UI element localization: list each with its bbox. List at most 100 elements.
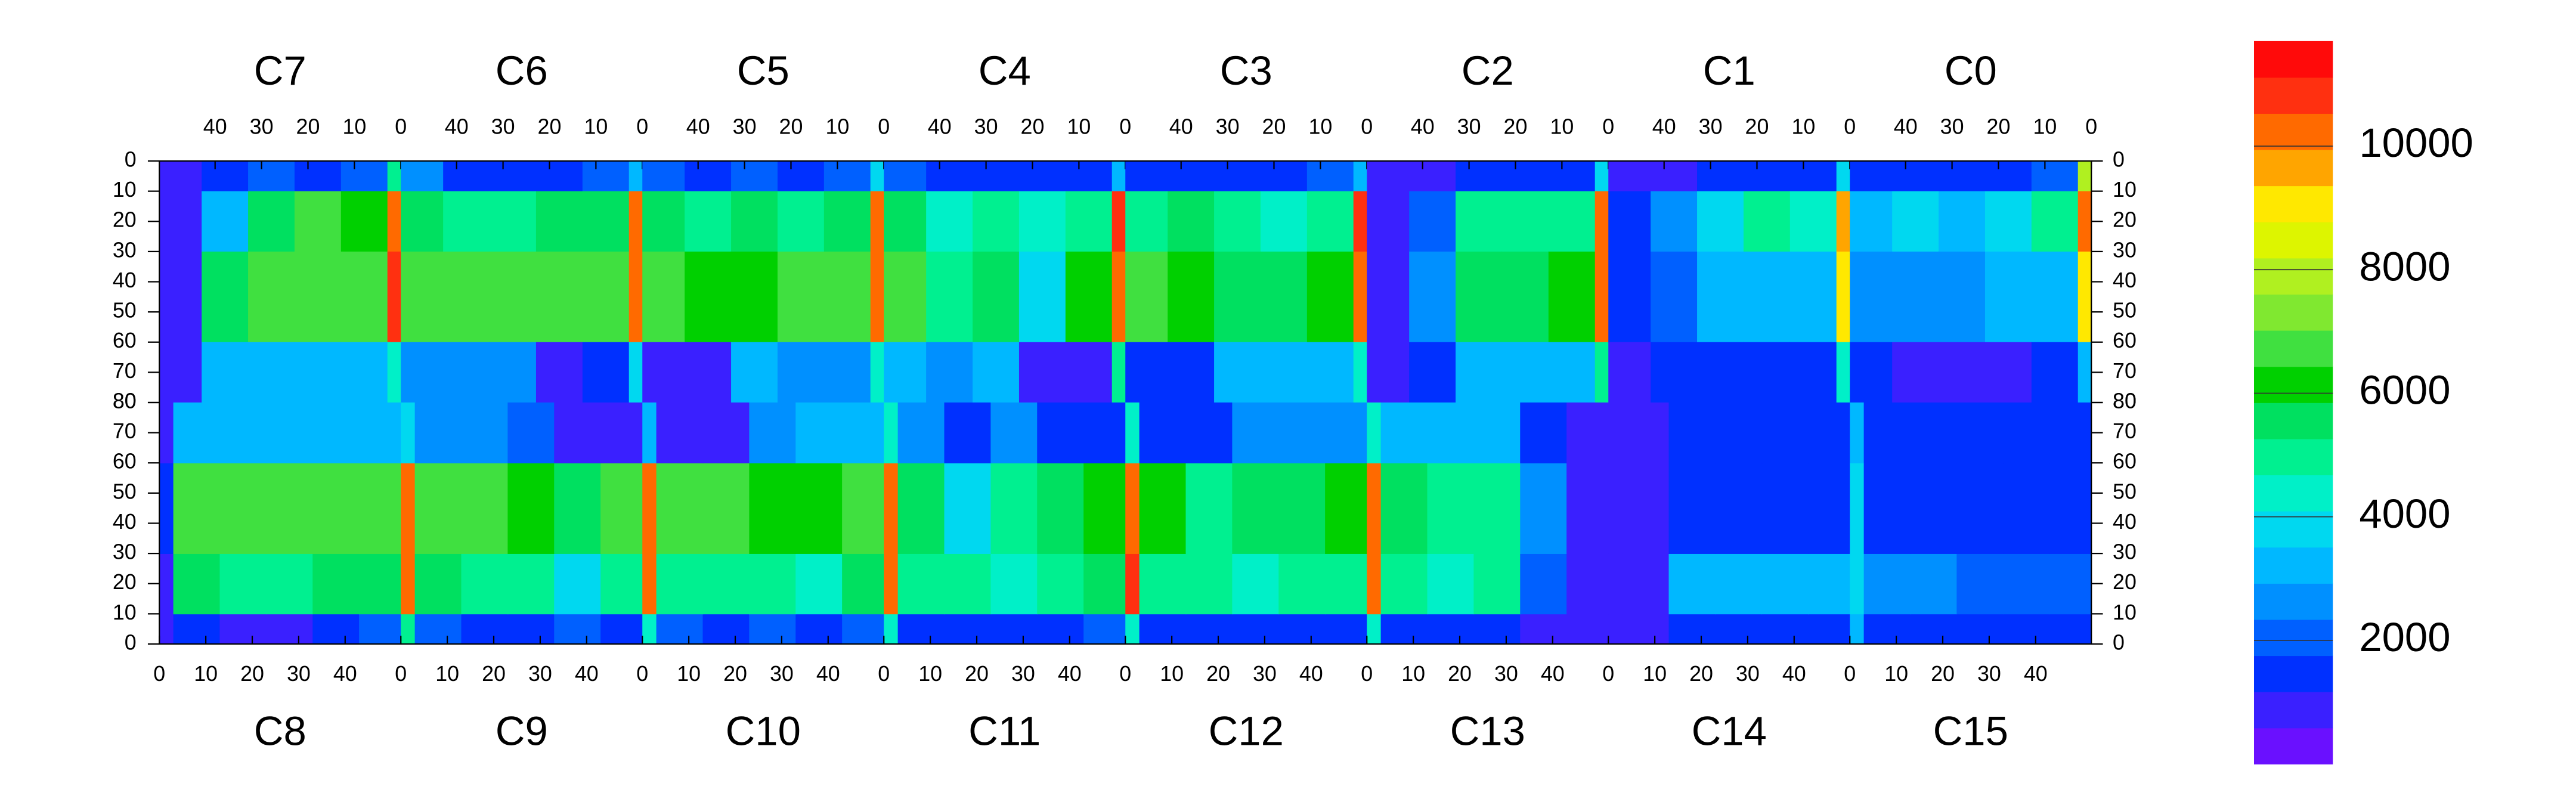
colorbar-band [2254,185,2333,222]
heatmap-cell [2030,191,2078,252]
x-tick-label: 0 [636,114,648,138]
heatmap-cell [266,463,314,554]
heatmap-cell [944,402,992,464]
heatmap-cell [2003,553,2050,615]
heatmap-cell [684,251,732,343]
x-tick-label: 20 [1262,114,1286,138]
x-tick-label: 20 [1021,114,1045,138]
heatmap-cell [1743,251,1790,343]
heatmap-cell [159,614,174,645]
heatmap-cell [1064,191,1112,252]
heatmap-cell [2049,463,2092,554]
x-tick-label: 10 [918,662,942,686]
heatmap-cell [1408,161,1456,192]
heatmap-cell [312,553,360,615]
heatmap-cell [1213,191,1261,252]
heatmap-cell [1715,553,1763,615]
heatmap-cell [1566,463,1609,554]
colorbar-band [2254,221,2333,259]
heatmap-cell [1622,402,1670,464]
heatmap-cell [1037,614,1084,645]
heatmap-cell [897,553,945,615]
heatmap-cell [266,402,314,464]
x-tick-label: 40 [1058,662,1082,686]
heatmap-cell [1018,342,1066,403]
heatmap-cell [1850,342,1893,403]
heatmap-cell [2030,161,2078,192]
heatmap-cell [201,251,249,343]
heatmap-cell [2030,251,2078,343]
heatmap-cell [535,191,583,252]
heatmap-cell [1455,342,1502,403]
x-tick-label: 10 [584,114,608,138]
heatmap-cell [972,191,1019,252]
heatmap-cell [1037,553,1084,615]
heatmap-cell [1520,614,1567,645]
heatmap-cell [1984,191,2032,252]
heatmap-cell [1956,614,2004,645]
heatmap-cell [386,191,402,252]
heatmap-cell [1427,553,1475,615]
x-tick-label: 10 [1643,662,1667,686]
heatmap-cell [401,553,416,615]
heatmap-cell [442,342,490,403]
x-tick-label: 10 [435,662,459,686]
colorbar-band [2254,547,2333,584]
heatmap-cell [1367,191,1410,252]
colorbar-band [2254,655,2333,692]
heatmap-cell [247,191,295,252]
heatmap-cell [1367,553,1382,615]
heatmap-cell [1367,614,1382,645]
heatmap-cell [201,161,249,192]
colorbar-band [2254,475,2333,512]
heatmap-cell [1018,251,1066,343]
x-tick-label: 30 [733,114,757,138]
heatmap-cell [489,161,536,192]
heatmap-cell [1125,614,1140,645]
heatmap-cell [1501,342,1549,403]
heatmap-cell [1139,553,1187,615]
y-tick-label: 80 [113,389,137,413]
x-tick-label: 0 [1844,114,1856,138]
heatmap-cell [749,614,797,645]
x-tick-label: 20 [1689,662,1713,686]
heatmap-cell [359,614,402,645]
heatmap-cell [294,251,341,343]
heatmap-cell [1910,553,1958,615]
heatmap-cell [1125,251,1168,343]
chip-label: C4 [979,48,1031,94]
heatmap-cell [507,463,555,554]
y-tick-label: 10 [113,178,137,202]
heatmap-cell [642,402,657,464]
heatmap-cell [777,251,824,343]
heatmap-cell [294,161,341,192]
heatmap-cell [1185,402,1233,464]
plot-frame [159,160,2092,645]
heatmap-cell [1455,251,1502,343]
heatmap-cell [2077,161,2092,192]
heatmap-cell [1808,402,1851,464]
x-tick-label: 10 [825,114,849,138]
heatmap-cell [1367,463,1382,554]
heatmap-cell [1380,553,1428,615]
chip-label: C6 [496,48,548,94]
y-tick-label: 20 [2113,208,2137,232]
x-tick-label: 0 [1361,114,1373,138]
heatmap-cell [1167,191,1215,252]
heatmap-cell [656,402,704,464]
heatmap-cell [1185,614,1233,645]
x-tick-label: 40 [1411,114,1435,138]
heatmap-cell [535,161,583,192]
heatmap-cell [489,342,536,403]
heatmap-cell [972,251,1019,343]
heatmap-cell [1427,463,1475,554]
heatmap-cell [1547,161,1595,192]
colorbar-band [2254,294,2333,331]
heatmap-cell [795,614,843,645]
heatmap-cell [414,553,462,615]
heatmap-cell [2003,402,2050,464]
x-tick-label: 30 [1940,114,1964,138]
x-tick-label: 10 [194,662,218,686]
x-tick-label: 30 [1699,114,1723,138]
y-tick-label: 10 [113,600,137,624]
